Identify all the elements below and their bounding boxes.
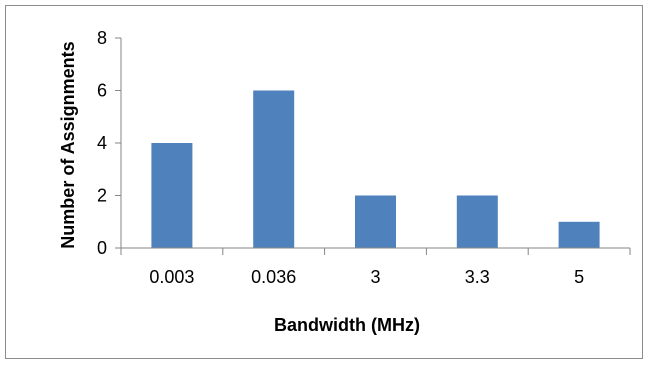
x-tick-label-3: 3 [370,267,380,287]
x-tick-label-3.3: 3.3 [465,267,490,287]
bar-0.003 [151,143,193,248]
y-tick-label-8: 8 [97,28,107,48]
bar-5 [558,221,600,249]
y-tick-label-2: 2 [97,186,107,206]
bar-3.3 [456,195,498,248]
y-tick-label-0: 0 [97,238,107,258]
y-tick-label-6: 6 [97,81,107,101]
x-tick-label-0.036: 0.036 [251,267,296,287]
bar-3 [355,195,396,248]
labels-layer: 0 2 4 6 8 0.003 0.036 3 3.3 5 [97,28,584,287]
y-axis-title: Number of Assignments [58,41,78,248]
chart-frame [5,5,643,359]
x-axis-title: Bandwidth (MHz) [274,315,420,335]
y-tick-label-4: 4 [97,133,107,153]
bar-0.036 [253,90,295,248]
x-tick-label-0.003: 0.003 [149,267,194,287]
bars-layer [151,90,600,249]
x-tick-label-5: 5 [574,267,584,287]
axes-layer [115,37,631,255]
